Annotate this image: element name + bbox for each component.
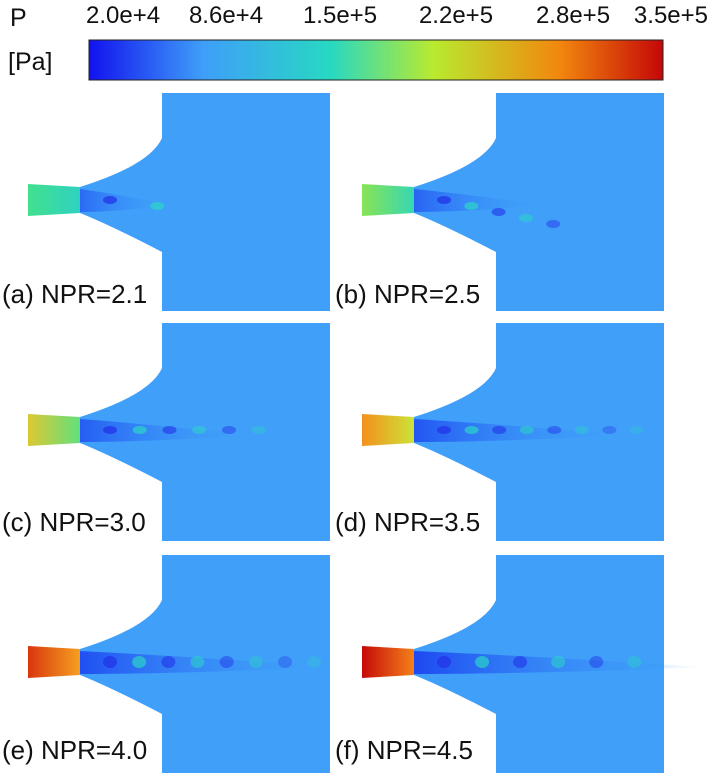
nozzle-inlet (362, 414, 414, 446)
shock-cell (464, 426, 479, 434)
nozzle-inlet (28, 184, 80, 216)
shock-cell (519, 426, 534, 434)
shock-cell (518, 214, 533, 222)
shock-cell (475, 656, 490, 668)
shock-cell (464, 202, 479, 210)
panel-label-d: (d) NPR=3.5 (335, 507, 481, 537)
contour-panel-c (28, 323, 330, 541)
shock-cell (161, 656, 176, 668)
colorbar-tick-1: 8.6e+4 (188, 2, 264, 29)
panel-label-a: (a) NPR=2.1 (2, 279, 148, 309)
shock-cell (222, 426, 236, 434)
panel-label-b: (b) NPR=2.5 (335, 279, 481, 309)
shock-cell (248, 656, 263, 668)
shock-cell (574, 426, 589, 434)
shock-cell (629, 426, 644, 434)
shock-cell (251, 426, 266, 434)
shock-cell (190, 656, 205, 668)
colorbar-tick-4: 2.8e+5 (535, 2, 611, 29)
shock-cell (103, 656, 117, 668)
panel-label-c: (c) NPR=3.0 (2, 507, 146, 537)
panel-label-e: (e) NPR=4.0 (2, 735, 148, 765)
jet-plume (414, 419, 624, 442)
shock-cell (219, 656, 234, 668)
jet-plume (80, 189, 170, 212)
shock-cell (547, 426, 562, 434)
shock-cell (437, 656, 451, 668)
colorbar (88, 39, 664, 81)
shock-cell (491, 208, 506, 216)
contour-panel-e (28, 555, 330, 773)
shock-cell (132, 426, 147, 434)
contour-panel-b (362, 93, 664, 311)
shock-cell (492, 426, 507, 434)
colorbar-tick-5: 3.5e+5 (633, 2, 708, 29)
shock-cell (162, 426, 177, 434)
nozzle-inlet (28, 646, 80, 678)
shock-cell (103, 426, 117, 434)
nozzle-inlet (28, 414, 80, 446)
panels-group (28, 93, 704, 773)
ambient-domain (80, 93, 330, 311)
shock-cell (513, 656, 528, 668)
ambient-domain (414, 93, 664, 311)
shock-cell (150, 202, 165, 210)
colorbar-tick-3: 2.2e+5 (418, 2, 494, 29)
colorbar-variable: P (10, 4, 27, 32)
shock-cell (307, 656, 322, 668)
shock-cell (192, 426, 207, 434)
colorbar-unit: [Pa] (8, 48, 53, 76)
shock-cell (103, 196, 117, 204)
shock-cell (589, 656, 604, 668)
contour-panel-f (362, 555, 704, 773)
shock-cell (437, 196, 451, 204)
jet-plume (414, 189, 544, 212)
colorbar-tick-2: 1.5e+5 (302, 2, 378, 29)
shock-cell (278, 656, 292, 668)
shock-cell (546, 220, 561, 228)
nozzle-inlet (362, 184, 414, 216)
panel-label-f: (f) NPR=4.5 (335, 735, 473, 765)
shock-cell (551, 656, 566, 668)
shock-cell (437, 426, 451, 434)
colorbar-tick-0: 2.0e+4 (86, 2, 161, 29)
nozzle-inlet (362, 646, 414, 678)
contour-panel-a (28, 93, 330, 311)
contour-panel-d (362, 323, 664, 541)
shock-cell (132, 656, 147, 668)
shock-cell (602, 426, 617, 434)
shock-cell (627, 656, 642, 668)
